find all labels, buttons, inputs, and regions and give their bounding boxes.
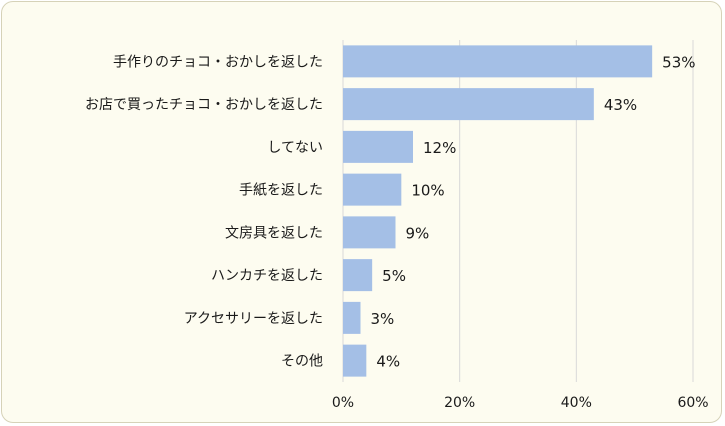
bar <box>343 344 367 377</box>
category-label: アクセサリーを返した <box>184 311 323 327</box>
bars <box>343 45 653 377</box>
bar <box>343 130 413 163</box>
category-label: 手作りのチョコ・おかしを返した <box>113 54 323 70</box>
value-label: 5% <box>382 267 406 285</box>
value-label: 12% <box>423 139 456 157</box>
x-tick-label: 60% <box>677 395 708 411</box>
value-label: 3% <box>371 310 395 328</box>
value-label: 10% <box>411 182 444 200</box>
x-axis-ticks: 0% 20% 40% 60% <box>332 395 709 411</box>
category-label: 文房具を返した <box>225 225 323 241</box>
value-label: 9% <box>406 224 430 242</box>
category-label: ハンカチを返した <box>211 268 323 284</box>
bar <box>343 301 361 334</box>
value-label: 53% <box>662 53 695 71</box>
x-tick-label: 40% <box>561 395 592 411</box>
category-labels: 手作りのチョコ・おかしを返したお店で買ったチョコ・おかしを返したしてない手紙を返… <box>85 54 323 369</box>
category-label: 手紙を返した <box>239 183 323 199</box>
bar <box>343 173 402 206</box>
value-labels: 53% 43% 12% 10% 9% 5% 3% 4% <box>371 53 696 370</box>
value-label: 43% <box>604 96 637 114</box>
bar <box>343 216 396 249</box>
bar <box>343 45 653 78</box>
category-label: その他 <box>281 354 323 370</box>
category-label: お店で買ったチョコ・おかしを返した <box>85 97 323 113</box>
category-label: してない <box>267 140 323 156</box>
bar <box>343 259 373 292</box>
value-label: 4% <box>376 353 400 371</box>
bar <box>343 88 594 121</box>
x-tick-label: 0% <box>332 395 354 411</box>
x-tick-label: 20% <box>444 395 475 411</box>
